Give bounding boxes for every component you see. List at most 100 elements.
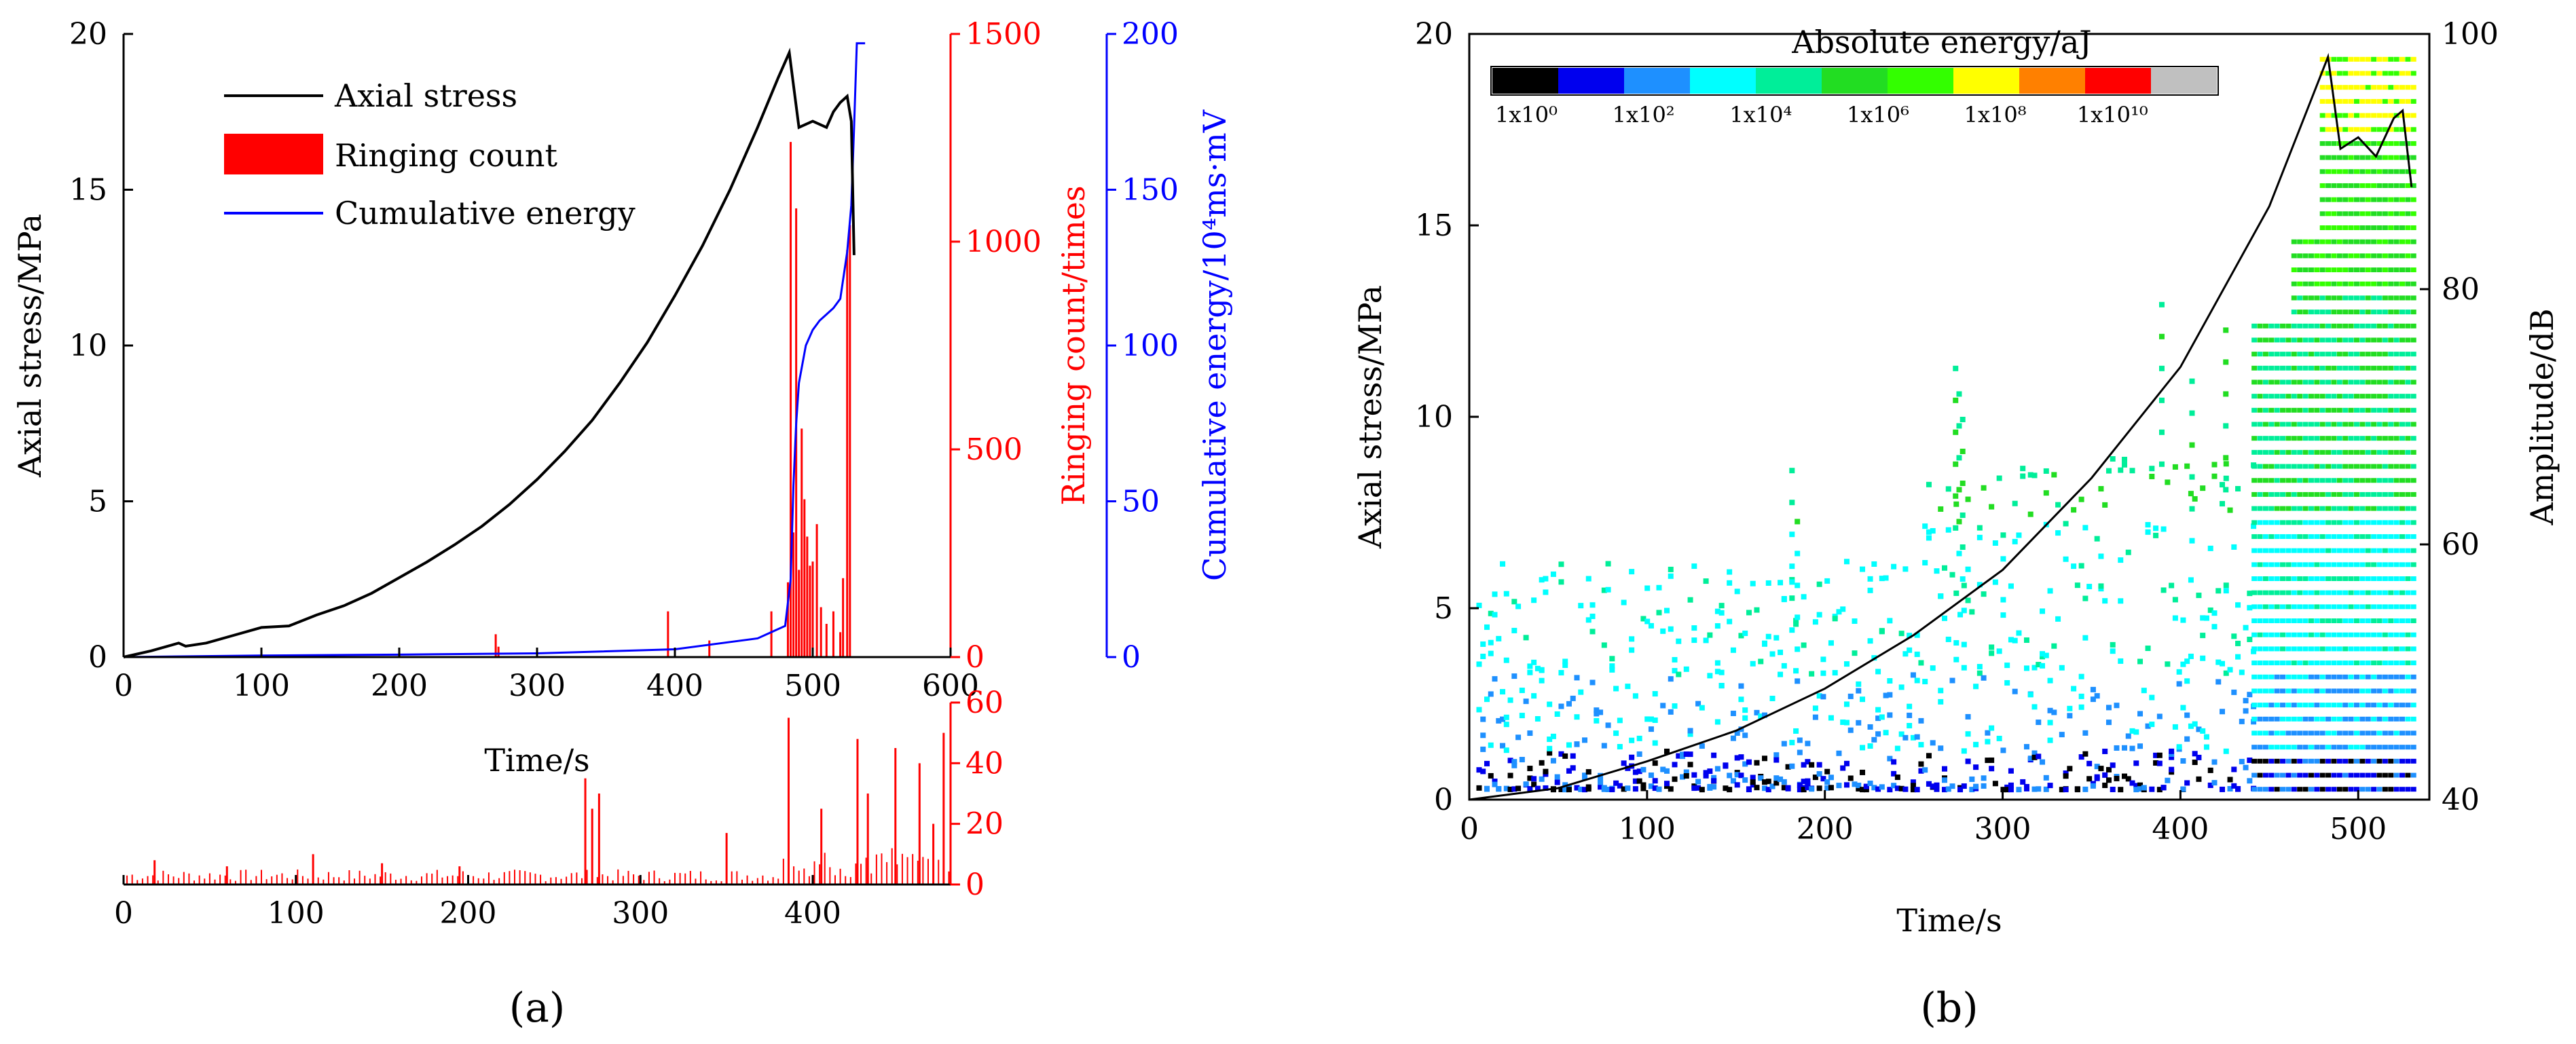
ae-hit-point (2388, 365, 2394, 371)
ae-hit-point (2359, 183, 2366, 188)
ae-hit-point (2308, 267, 2314, 273)
ae-hit-point (1887, 756, 1893, 762)
ae-hit-point (2308, 632, 2314, 637)
ae-hit-point (2393, 365, 2399, 371)
ae-hit-point (2268, 590, 2275, 595)
ae-hit-point (2359, 225, 2366, 230)
ae-hit-point (1492, 778, 1498, 784)
ae-hit-point (2291, 688, 2297, 694)
ae-hit-point (2359, 576, 2366, 581)
ae-hit-point (2280, 534, 2286, 539)
ae-hit-point (2365, 674, 2371, 679)
ae-hit-point (2257, 534, 2263, 539)
ae-hit-point (2291, 674, 2297, 679)
ae-hit-point (1558, 751, 1564, 757)
ae-hit-point (1601, 743, 1607, 749)
legend-cumulative-energy-label: Cumulative energy (335, 195, 636, 231)
ae-hit-point (1965, 566, 1971, 572)
panel-a-ytick-label: 15 (69, 173, 107, 208)
ae-hit-point (2297, 365, 2303, 371)
ae-hit-point (2262, 491, 2268, 497)
inset-plot-area (126, 717, 950, 884)
ae-hit-point (1531, 781, 1537, 787)
panel-b-ae-hits (1476, 56, 2416, 793)
ae-hit-point (2268, 379, 2275, 385)
ae-hit-point (1617, 717, 1623, 724)
ae-hit-point (2331, 730, 2337, 736)
ae-hit-point (2365, 127, 2371, 132)
ae-hit-point (2336, 239, 2342, 244)
ae-hit-point (2388, 520, 2394, 525)
panel-b-plot-area (1469, 52, 2413, 801)
ae-hit-point (2285, 772, 2292, 778)
ae-hit-point (2371, 491, 2377, 497)
ae-hit-point (2388, 113, 2394, 118)
ae-hit-point (2118, 787, 2124, 793)
ae-hit-point (2314, 295, 2320, 301)
ae-hit-point (1773, 757, 1780, 763)
ae-hit-point (2308, 394, 2314, 399)
ae-hit-point (2180, 786, 2186, 792)
ae-hit-point (2331, 169, 2337, 174)
ae-hit-point (2082, 595, 2089, 601)
ae-hit-point (2274, 703, 2280, 708)
ae-hit-point (1496, 635, 1502, 641)
ae-hit-point (1734, 730, 1740, 736)
ae-hit-point (2291, 632, 2297, 637)
ae-hit-point (2365, 141, 2371, 146)
ae-hit-point (2405, 197, 2411, 202)
ae-hit-point (2376, 352, 2382, 357)
ae-hit-point (1996, 648, 2002, 654)
ae-hit-point (2319, 576, 2325, 581)
ae-hit-point (2410, 674, 2416, 679)
ae-hit-point (2376, 394, 2382, 399)
ae-hit-point (1488, 742, 1494, 748)
ae-hit-point (2371, 85, 2377, 90)
ae-hit-point (2156, 752, 2163, 758)
ae-hit-point (1891, 770, 1897, 777)
ae-hit-point (1769, 651, 1775, 657)
ae-hit-point (1598, 784, 1604, 790)
ae-hit-point (2331, 590, 2337, 595)
ae-hit-point (1683, 773, 1689, 779)
ae-hit-point (2371, 365, 2377, 371)
ae-hit-point (2365, 632, 2371, 637)
ae-hit-point (2319, 267, 2325, 273)
ae-hit-point (1562, 787, 1568, 793)
ae-hit-point (2165, 777, 2171, 783)
ae-hit-point (2348, 576, 2354, 581)
ae-hit-point (1750, 660, 1756, 667)
ae-hit-point (1652, 785, 1658, 791)
ae-hit-point (2280, 407, 2286, 413)
ae-hit-point (1898, 684, 1905, 690)
ae-hit-point (1765, 633, 1771, 639)
ae-hit-point (2176, 744, 2182, 750)
ae-hit-point (2285, 604, 2292, 610)
ae-hit-point (2388, 281, 2394, 286)
ae-hit-point (2365, 787, 2371, 792)
ae-hit-point (2200, 633, 2206, 639)
ae-hit-point (1531, 659, 1537, 665)
ae-hit-point (2331, 394, 2337, 399)
ae-hit-point (2371, 98, 2377, 104)
ae-hit-point (1879, 714, 1885, 720)
ae-hit-point (1699, 705, 1705, 711)
ae-hit-point (2280, 758, 2286, 764)
ae-hit-point (2302, 534, 2308, 539)
ae-hit-point (2257, 703, 2263, 708)
ae-hit-point (2405, 113, 2411, 118)
ae-hit-point (2308, 379, 2314, 385)
ae-hit-point (2410, 183, 2416, 188)
ae-hit-point (2376, 407, 2382, 413)
ae-hit-point (2297, 323, 2303, 329)
ae-hit-point (2353, 772, 2359, 778)
ae-hit-point (2200, 485, 2206, 491)
ae-hit-point (2353, 239, 2359, 244)
ae-hit-point (2365, 239, 2371, 244)
ae-hit-point (2331, 281, 2337, 286)
ae-hit-point (2251, 703, 2258, 708)
ae-hit-point (1875, 669, 1881, 675)
ae-hit-point (2082, 730, 2089, 736)
ae-hit-point (2291, 576, 2297, 581)
ae-hit-point (2336, 56, 2342, 62)
